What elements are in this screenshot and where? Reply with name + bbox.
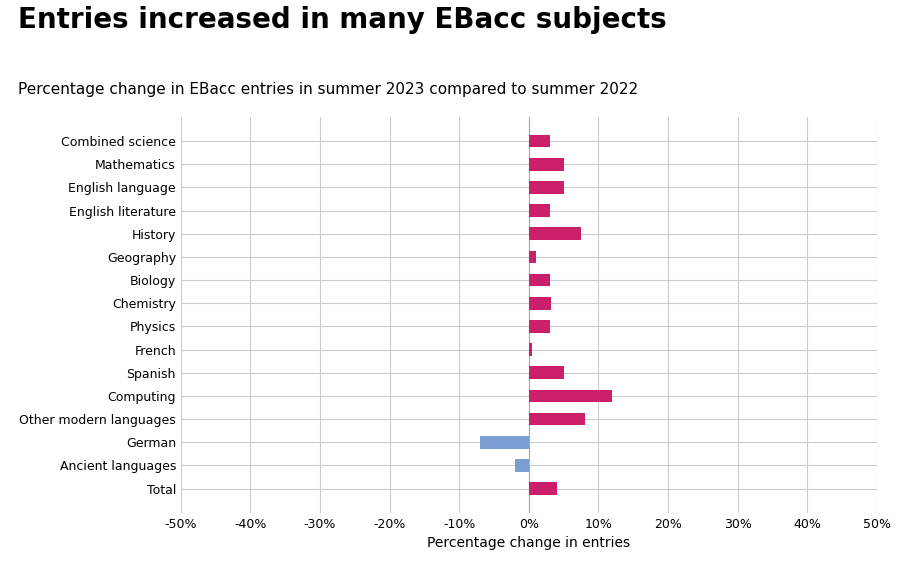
Bar	[528, 297, 551, 310]
Bar	[528, 135, 549, 147]
X-axis label: Percentage change in entries: Percentage change in entries	[427, 536, 629, 550]
Bar	[528, 366, 563, 379]
Bar	[528, 181, 563, 194]
Bar	[528, 251, 535, 264]
Bar	[528, 158, 563, 171]
Bar	[528, 320, 549, 333]
Bar	[528, 343, 531, 356]
Bar	[528, 273, 549, 286]
Bar	[479, 436, 528, 449]
Bar	[528, 227, 581, 240]
Bar	[515, 459, 528, 472]
Bar	[528, 389, 611, 402]
Bar	[528, 482, 556, 495]
Text: Percentage change in EBacc entries in summer 2023 compared to summer 2022: Percentage change in EBacc entries in su…	[18, 82, 638, 97]
Text: Entries increased in many EBacc subjects: Entries increased in many EBacc subjects	[18, 6, 666, 34]
Bar	[528, 204, 549, 217]
Bar	[528, 413, 584, 426]
